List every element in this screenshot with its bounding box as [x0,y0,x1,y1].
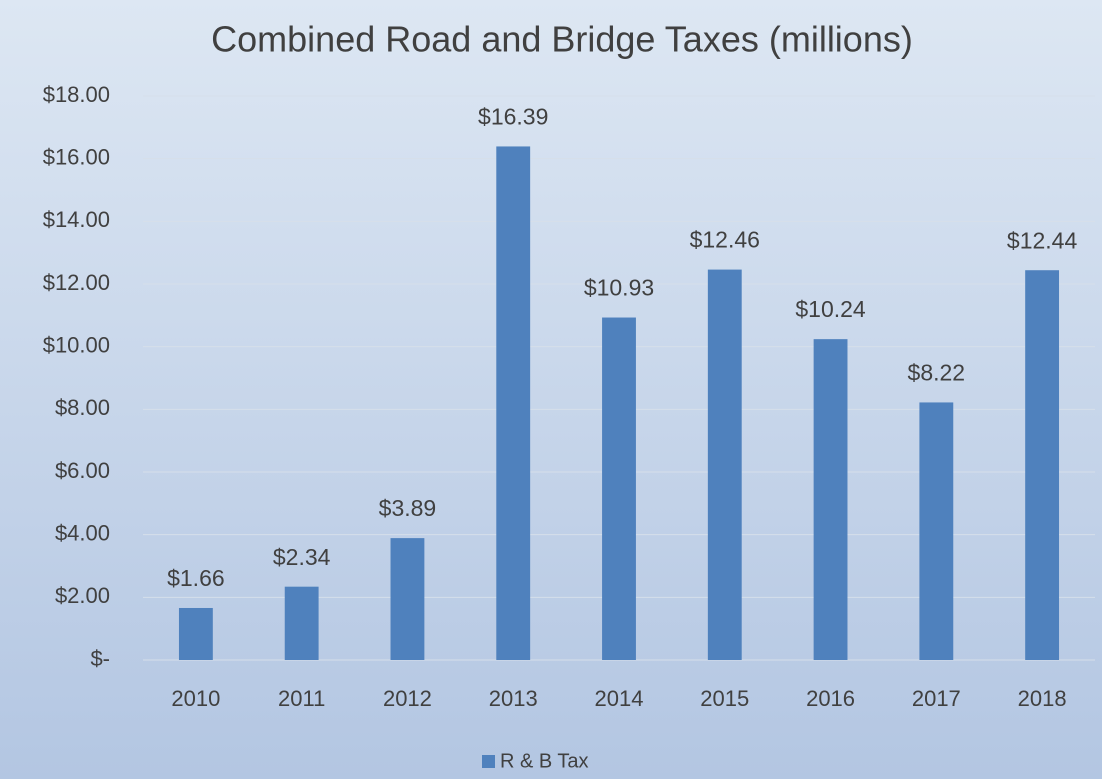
x-tick-label: 2013 [489,686,538,711]
bar [390,538,425,660]
x-tick-label: 2014 [595,686,644,711]
x-tick-label: 2012 [383,686,432,711]
bar [178,607,213,660]
x-tick-label: 2011 [278,686,325,711]
data-label: $3.89 [379,495,437,521]
bar [919,402,954,660]
y-tick-label: $14.00 [43,207,110,232]
data-label: $2.34 [273,544,331,570]
data-label: $12.44 [1007,227,1078,253]
bar [602,317,636,660]
x-tick-label: 2018 [1018,686,1067,711]
x-tick-label: 2010 [171,686,220,711]
legend-swatch [482,755,495,768]
y-tick-label: $16.00 [43,144,110,169]
y-tick-label: $10.00 [43,332,110,357]
y-tick-label: $18.00 [43,82,110,107]
y-tick-label: $2.00 [55,583,110,608]
y-tick-label: $- [90,646,110,671]
data-label: $12.46 [690,227,760,253]
x-tick-label: 2017 [912,686,961,711]
data-label: $1.66 [167,565,225,591]
x-tick-label: 2016 [806,686,855,711]
legend-label: R & B Tax [500,750,589,772]
bar [813,339,848,660]
y-tick-label: $6.00 [55,458,110,483]
y-tick-label: $8.00 [55,395,110,420]
data-label: $8.22 [908,360,966,386]
y-tick-label: $4.00 [55,520,110,545]
data-label: $10.93 [584,275,654,301]
bar [1025,270,1060,660]
data-label: $10.24 [795,296,866,322]
bar [496,146,531,661]
x-tick-label: 2015 [700,686,749,711]
bar [284,586,319,660]
y-tick-label: $12.00 [43,270,110,295]
data-label: $16.39 [478,104,548,130]
chart-title: Combined Road and Bridge Taxes (millions… [211,19,913,60]
bar [707,269,742,660]
